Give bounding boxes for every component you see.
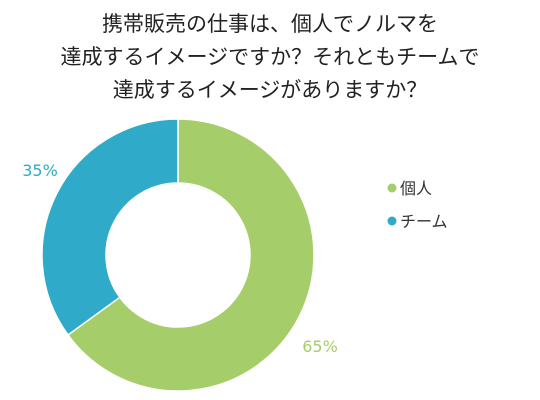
chart-title-line-2: 達成するイメージですか？それともチームで xyxy=(60,45,480,69)
legend-marker-2 xyxy=(387,216,397,226)
data-label-1: 65% xyxy=(302,337,338,356)
chart-title: 携帯販売の仕事は、個人でノルマを 達成するイメージですか？それともチームで 達成… xyxy=(0,8,540,107)
chart-title-line-3: 達成するイメージがありますか？ xyxy=(112,78,428,102)
chart-title-line-1: 携帯販売の仕事は、個人でノルマを xyxy=(102,12,438,36)
legend-label-2: チーム xyxy=(400,212,448,231)
donut-slice-2 xyxy=(41,118,179,336)
donut-slice-1 xyxy=(66,118,315,392)
legend-marker-1 xyxy=(387,183,397,193)
legend-label-1: 個人 xyxy=(400,179,432,198)
data-label-2: 35% xyxy=(22,161,58,180)
